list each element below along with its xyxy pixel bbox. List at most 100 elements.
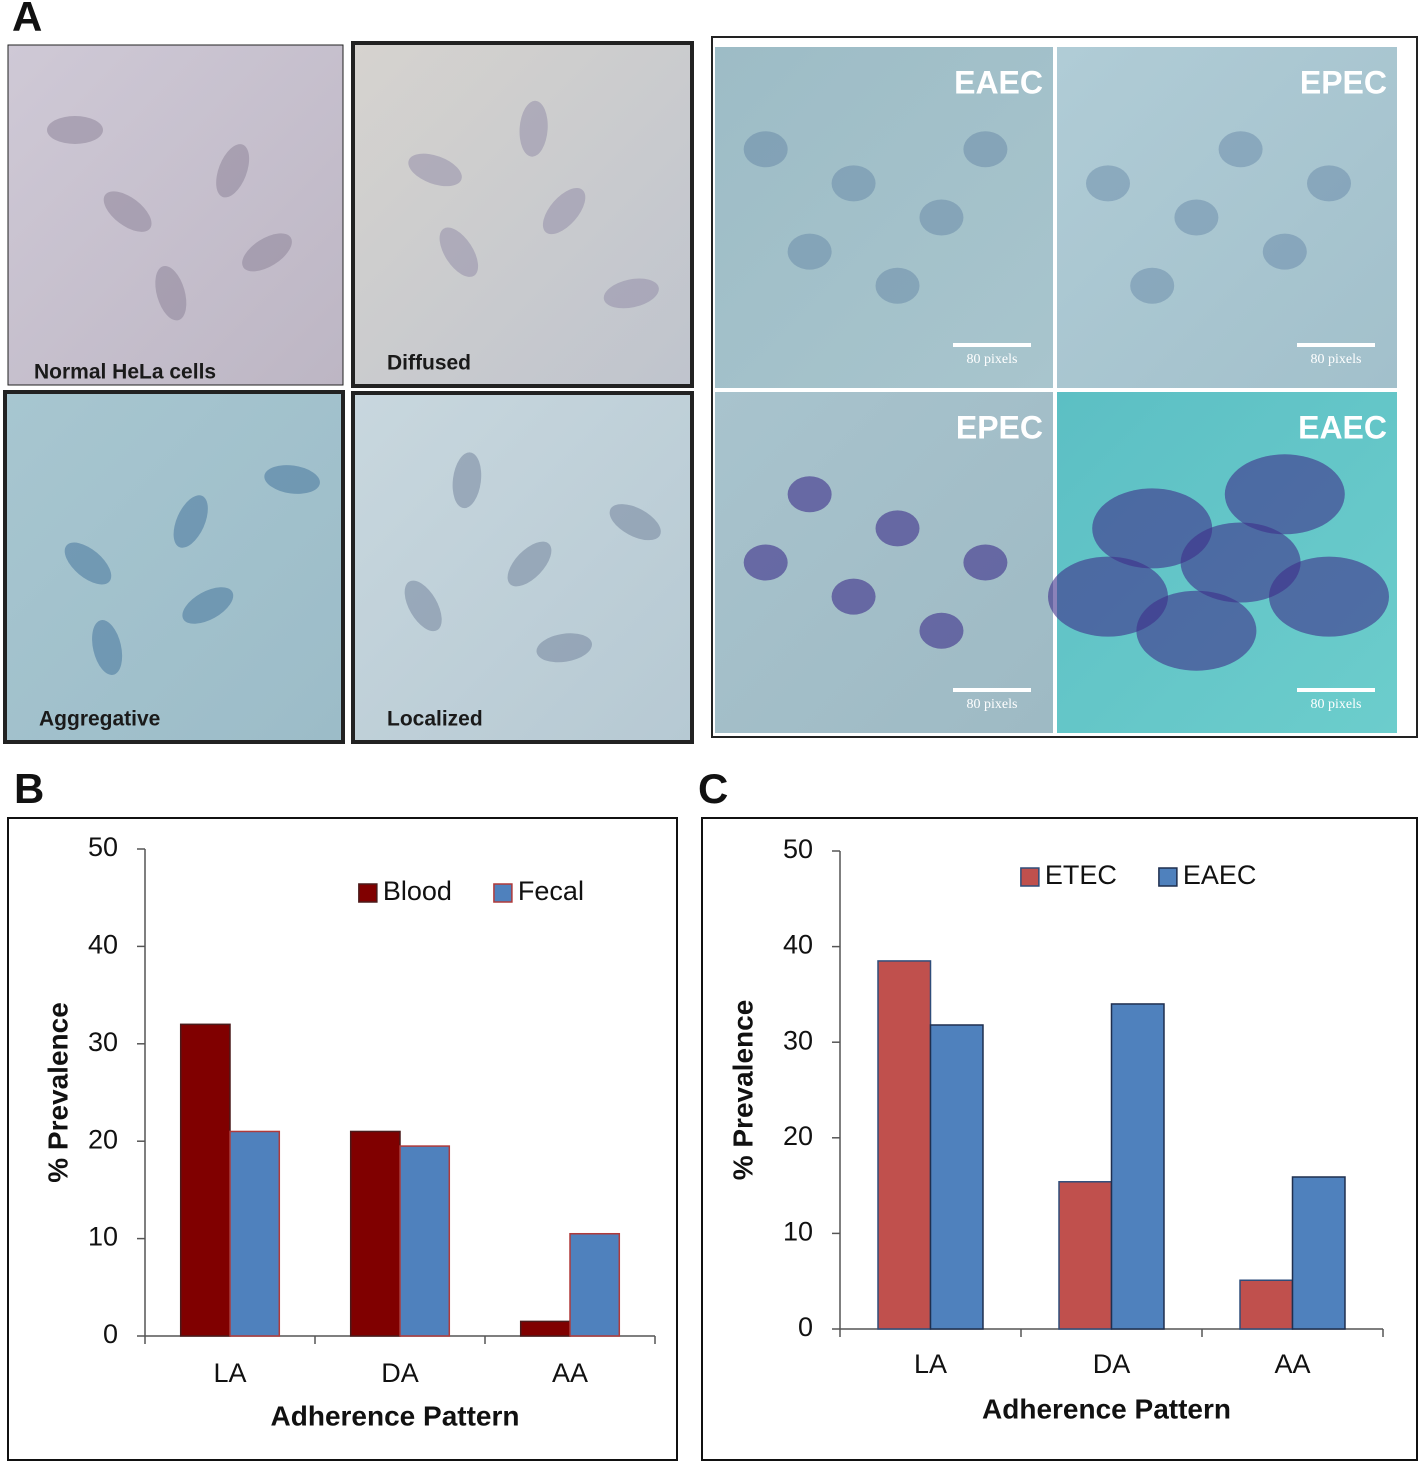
cell bbox=[609, 504, 661, 541]
bar bbox=[569, 1232, 621, 1337]
micrograph bbox=[3, 390, 345, 744]
y-tick-label: 10 bbox=[783, 1217, 813, 1247]
bar bbox=[1058, 1181, 1113, 1330]
cell bbox=[452, 452, 482, 509]
y-tick-label: 50 bbox=[88, 832, 118, 862]
y-tick-label: 20 bbox=[88, 1124, 118, 1154]
cell bbox=[1174, 199, 1219, 236]
micrograph bbox=[1057, 47, 1397, 388]
cell bbox=[1262, 233, 1307, 270]
cell bbox=[519, 100, 548, 157]
cell bbox=[1086, 165, 1130, 202]
cell bbox=[963, 544, 1008, 581]
x-tick-label: AA bbox=[1274, 1349, 1310, 1379]
legend: ETEC EAEC bbox=[1020, 860, 1257, 890]
scale-bar-label: 80 pixels bbox=[967, 697, 1018, 712]
x-tick-label: DA bbox=[381, 1358, 419, 1388]
cell bbox=[1048, 556, 1168, 637]
legend-label: EAEC bbox=[1183, 860, 1257, 890]
cell bbox=[536, 633, 592, 663]
bar bbox=[519, 1320, 571, 1337]
bar bbox=[179, 1023, 231, 1337]
panel-label: A bbox=[12, 0, 42, 40]
chart-frame bbox=[701, 817, 1418, 1461]
cell bbox=[264, 465, 320, 494]
micrograph bbox=[7, 44, 344, 386]
y-axis-title: % Prevalence bbox=[42, 1002, 73, 1183]
scale-bar-label: 80 pixels bbox=[1311, 352, 1362, 367]
cell bbox=[603, 278, 659, 309]
y-tick-label: 20 bbox=[783, 1121, 813, 1151]
micrograph-label: Normal HeLa cells bbox=[34, 361, 216, 384]
legend-label: ETEC bbox=[1045, 860, 1117, 890]
cell bbox=[216, 144, 250, 198]
y-tick-label: 30 bbox=[783, 1025, 813, 1055]
cell bbox=[1130, 267, 1175, 304]
y-tick-label: 10 bbox=[88, 1222, 118, 1252]
cell bbox=[919, 199, 964, 236]
x-tick-label: DA bbox=[1093, 1349, 1131, 1379]
legend-label: Fecal bbox=[518, 876, 584, 906]
cell bbox=[173, 495, 208, 548]
x-tick-label: LA bbox=[213, 1358, 246, 1388]
cell bbox=[155, 266, 187, 321]
y-tick-label: 40 bbox=[783, 930, 813, 960]
bar bbox=[349, 1130, 401, 1337]
cell bbox=[875, 510, 920, 547]
cell bbox=[1092, 488, 1213, 569]
legend: Blood Fecal bbox=[358, 876, 584, 906]
legend-swatch bbox=[358, 883, 378, 903]
legend-label: Blood bbox=[383, 876, 452, 906]
y-tick-label: 50 bbox=[783, 834, 813, 864]
micrograph bbox=[715, 47, 1053, 388]
legend-swatch bbox=[493, 883, 513, 903]
cell bbox=[64, 542, 112, 585]
x-axis-title: Adherence Pattern bbox=[271, 1400, 520, 1431]
x-tick-label: LA bbox=[914, 1349, 947, 1379]
micrograph-label: EPEC bbox=[956, 409, 1043, 445]
panel-label: C bbox=[698, 765, 728, 812]
cell bbox=[875, 267, 920, 304]
panel-label: B bbox=[14, 765, 44, 812]
y-tick-label: 30 bbox=[88, 1027, 118, 1057]
cell bbox=[743, 131, 788, 168]
bar bbox=[1110, 1003, 1165, 1330]
micrograph-label: EPEC bbox=[1300, 64, 1387, 100]
micrograph-label: Diffused bbox=[387, 352, 471, 375]
bar bbox=[229, 1130, 281, 1337]
bar bbox=[929, 1024, 984, 1330]
bar bbox=[1239, 1279, 1294, 1330]
bar bbox=[877, 960, 932, 1330]
y-tick-label: 0 bbox=[103, 1319, 118, 1349]
scale-bar-label: 80 pixels bbox=[967, 352, 1018, 367]
cell bbox=[242, 233, 292, 272]
cell bbox=[439, 227, 479, 277]
cell bbox=[787, 476, 832, 513]
cell bbox=[963, 131, 1008, 168]
legend-swatch bbox=[1158, 867, 1178, 887]
cell bbox=[404, 580, 442, 632]
y-axis-title: % Prevalence bbox=[727, 1000, 758, 1181]
cell bbox=[1136, 590, 1257, 671]
cell bbox=[1218, 131, 1263, 168]
cell bbox=[182, 587, 234, 624]
micrograph-label: Aggregative bbox=[39, 708, 160, 731]
cell bbox=[787, 233, 832, 270]
y-tick-label: 40 bbox=[88, 930, 118, 960]
micrograph-label: EAEC bbox=[1298, 409, 1387, 445]
micrograph bbox=[351, 41, 694, 388]
x-axis-title: Adherence Pattern bbox=[982, 1393, 1231, 1424]
micrograph-frame bbox=[711, 36, 1418, 738]
cell bbox=[743, 544, 788, 581]
cell bbox=[1224, 454, 1345, 535]
cell bbox=[831, 578, 876, 615]
bar bbox=[399, 1145, 451, 1337]
cell bbox=[1269, 556, 1389, 637]
y-tick-label: 0 bbox=[798, 1312, 813, 1342]
cell bbox=[919, 612, 964, 649]
cell bbox=[1307, 165, 1351, 202]
cell bbox=[47, 116, 103, 144]
cell bbox=[1180, 522, 1301, 603]
chart-frame bbox=[7, 817, 678, 1461]
